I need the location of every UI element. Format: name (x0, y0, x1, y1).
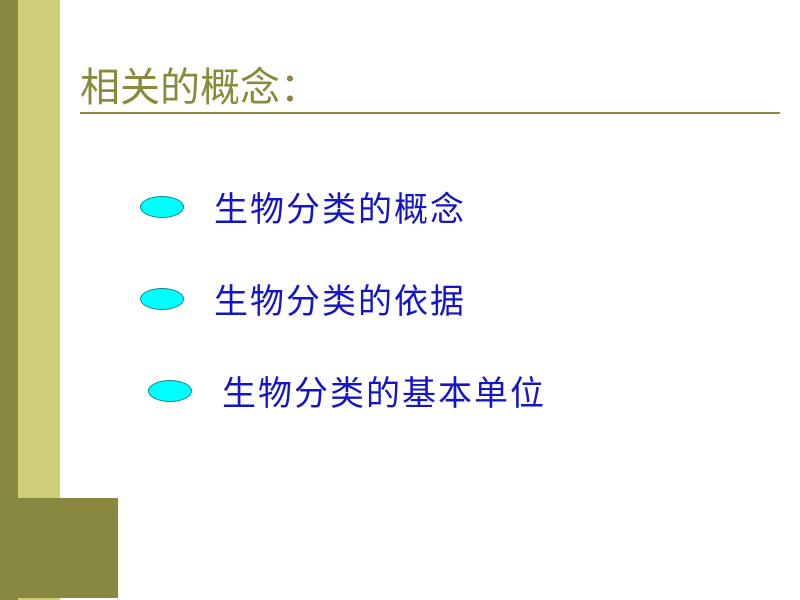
bullet-text: 生物分类的概念 (214, 182, 466, 231)
slide-title: 相关的概念： (80, 55, 320, 113)
bullet-text: 生物分类的基本单位 (222, 366, 546, 415)
left-accent-bar-dark (0, 0, 18, 600)
bullet-ellipse-icon (148, 380, 192, 402)
bottom-accent-square (18, 498, 118, 598)
bullet-ellipse-icon (140, 288, 184, 310)
bullet-item: 生物分类的概念 (140, 182, 466, 231)
title-underline (80, 112, 780, 114)
bullet-item: 生物分类的依据 (140, 274, 466, 323)
bullet-text: 生物分类的依据 (214, 274, 466, 323)
bullet-ellipse-icon (140, 196, 184, 218)
bullet-item: 生物分类的基本单位 (148, 366, 546, 415)
